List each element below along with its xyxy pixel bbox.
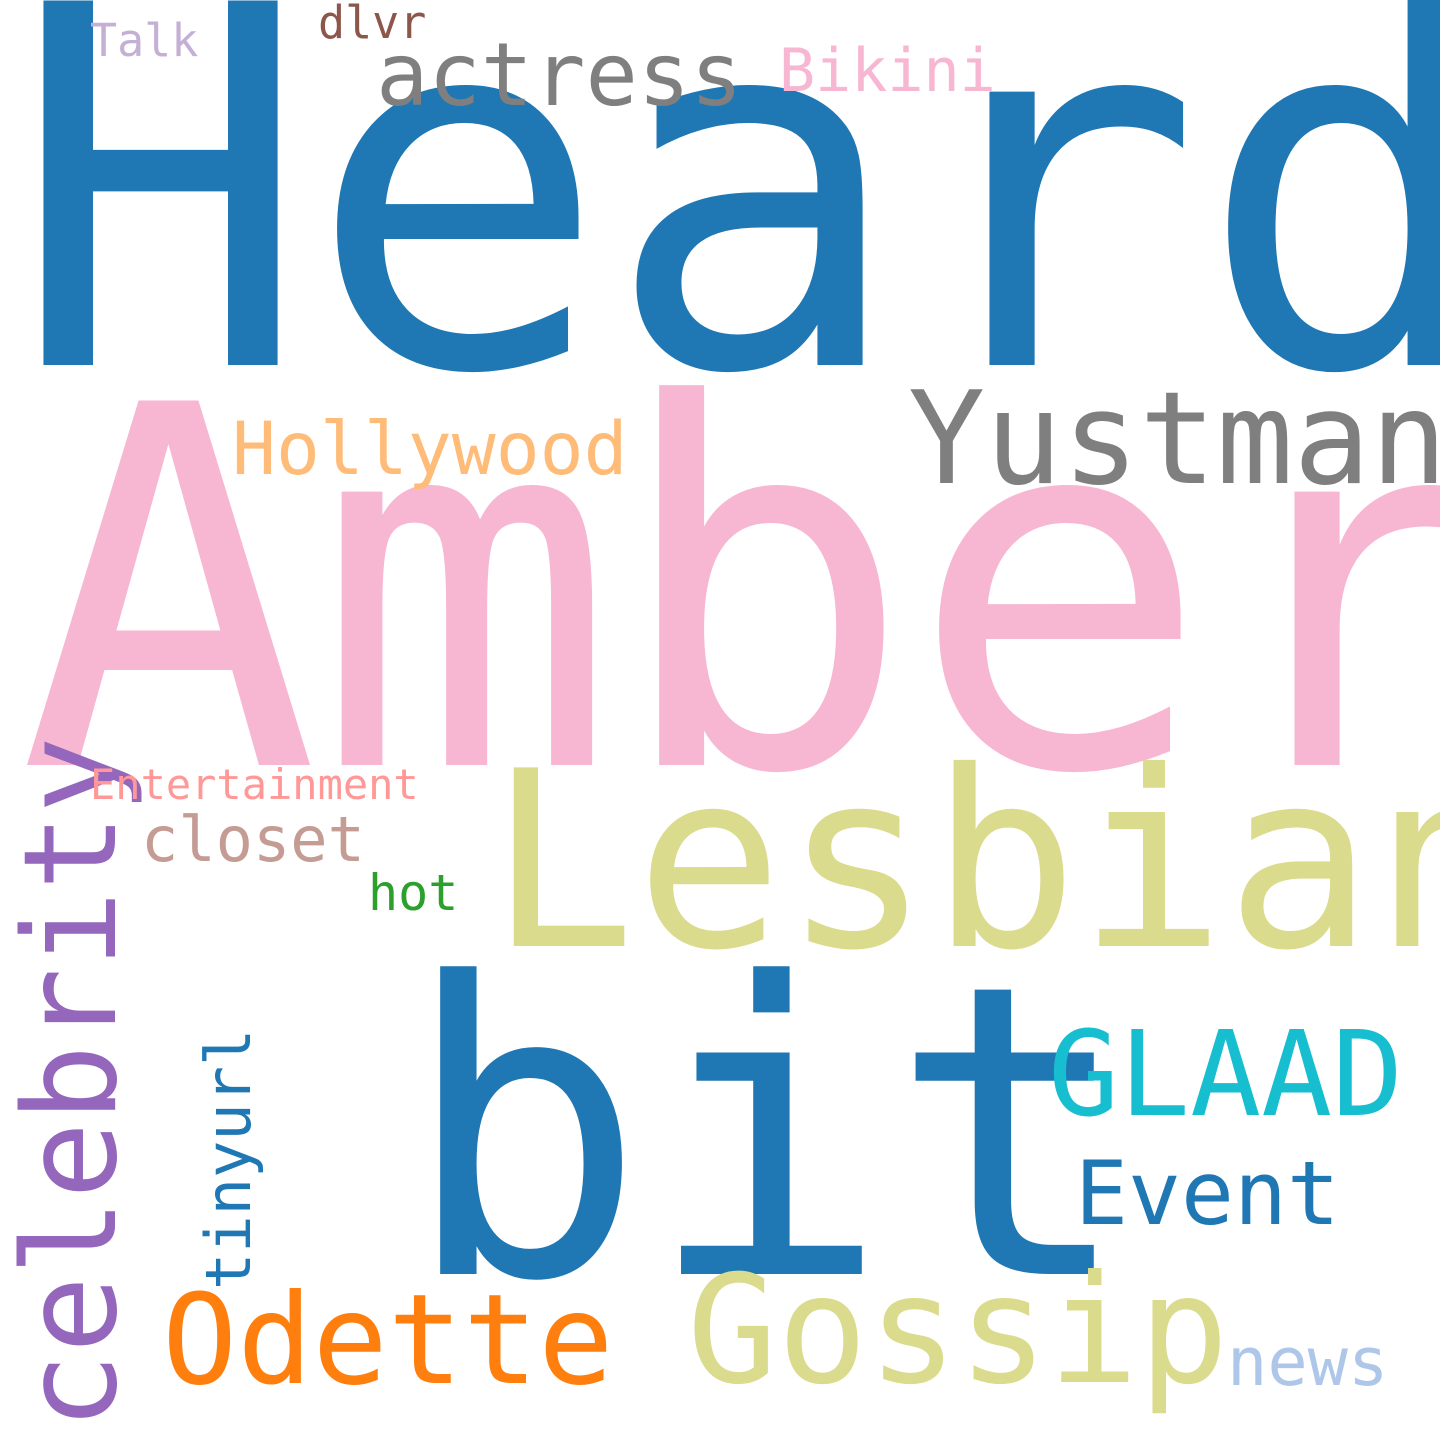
- word-tinyurl: tinyurl: [192, 1028, 265, 1290]
- word-lesbian: Lesbian: [488, 719, 1440, 1004]
- word-yustman: Yustman: [908, 365, 1440, 514]
- word-glaad: GLAAD: [1048, 1005, 1404, 1143]
- word-odette: Odette: [162, 1268, 614, 1413]
- word-hollywood: Hollywood: [232, 407, 628, 492]
- word-gossip: Gossip: [687, 1244, 1229, 1418]
- word-closet: closet: [141, 803, 365, 876]
- word-talk: Talk: [90, 14, 199, 67]
- word-amber: Amber: [18, 301, 1440, 883]
- word-entertainment: Entertainment: [90, 760, 419, 809]
- word-bit: bit: [402, 898, 1134, 1370]
- word-actress: actress: [376, 24, 743, 126]
- word-news: news: [1227, 1323, 1389, 1401]
- word-heard: Heard: [10, 0, 1440, 483]
- word-celebrity: celebrity: [0, 736, 146, 1430]
- word-dlvr: dlvr: [318, 0, 427, 49]
- word-bikini: Bikini: [779, 36, 996, 106]
- word-hot: hot: [368, 864, 459, 922]
- word-event: Event: [1075, 1142, 1340, 1245]
